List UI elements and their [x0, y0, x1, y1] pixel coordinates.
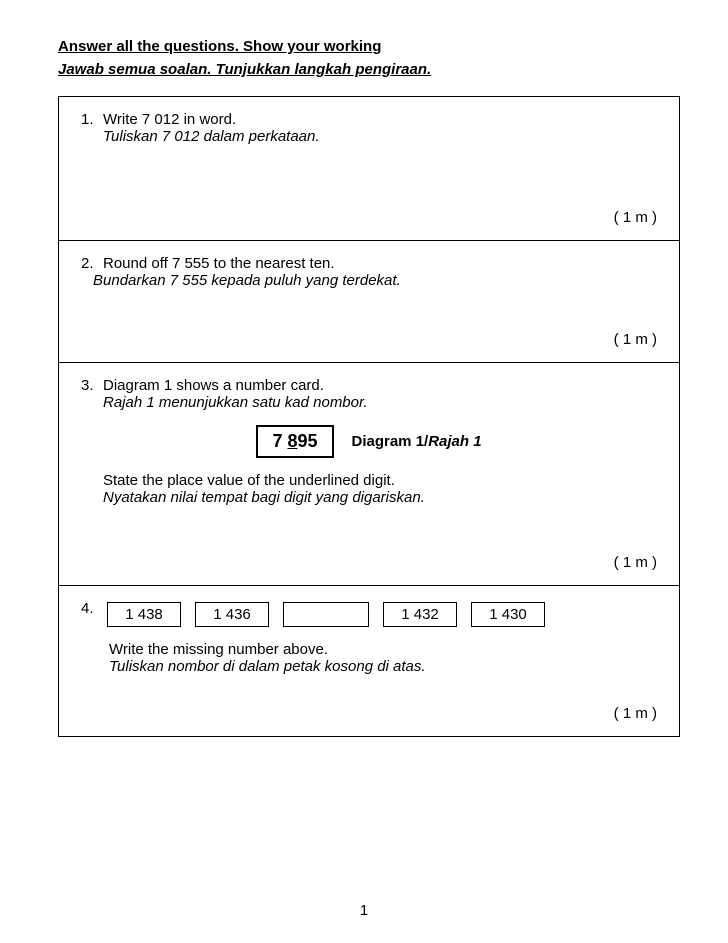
page-number: 1 [0, 902, 728, 919]
question-number: 4. [81, 600, 103, 675]
question-2: 2. Round off 7 555 to the nearest ten. B… [59, 241, 679, 363]
sequence-box-empty [283, 602, 369, 627]
question-text-en: Diagram 1 shows a number card. [103, 377, 657, 394]
marks-label: ( 1 m ) [81, 209, 657, 226]
sequence-row: 1 438 1 436 1 432 1 430 [107, 602, 657, 627]
sequence-box: 1 430 [471, 602, 545, 627]
worksheet-page: Answer all the questions. Show your work… [0, 0, 728, 943]
question-1: 1. Write 7 012 in word. Tuliskan 7 012 d… [59, 97, 679, 241]
sequence-box: 1 432 [383, 602, 457, 627]
sequence-box: 1 436 [195, 602, 269, 627]
question-text-en: Write the missing number above. [109, 641, 657, 658]
question-number: 1. [81, 111, 103, 145]
instructions-en: Answer all the questions. Show your work… [58, 38, 680, 55]
question-text-en-2: State the place value of the underlined … [103, 472, 657, 489]
instructions-block: Answer all the questions. Show your work… [58, 38, 680, 78]
question-text-en: Write 7 012 in word. [103, 111, 657, 128]
question-text-bm: Rajah 1 menunjukkan satu kad nombor. [103, 394, 657, 411]
question-text-bm: Bundarkan 7 555 kepada puluh yang terdek… [93, 272, 657, 289]
question-text-bm: Tuliskan nombor di dalam petak kosong di… [109, 658, 657, 675]
number-card: 7 895 [256, 425, 333, 458]
question-table: 1. Write 7 012 in word. Tuliskan 7 012 d… [58, 96, 680, 737]
marks-label: ( 1 m ) [81, 554, 657, 571]
instructions-bm: Jawab semua soalan. Tunjukkan langkah pe… [58, 61, 680, 78]
marks-label: ( 1 m ) [81, 331, 657, 348]
sequence-box: 1 438 [107, 602, 181, 627]
question-4: 4. 1 438 1 436 1 432 1 430 Write the mis… [59, 586, 679, 737]
question-text-bm: Tuliskan 7 012 dalam perkataan. [103, 128, 657, 145]
question-text-en: Round off 7 555 to the nearest ten. [103, 255, 657, 272]
diagram-label: Diagram 1/Rajah 1 [352, 433, 482, 450]
question-3: 3. Diagram 1 shows a number card. Rajah … [59, 363, 679, 586]
question-number: 3. [81, 377, 103, 411]
question-text-bm-2: Nyatakan nilai tempat bagi digit yang di… [103, 489, 657, 506]
marks-label: ( 1 m ) [81, 705, 657, 722]
diagram-row: 7 895 Diagram 1/Rajah 1 [81, 425, 657, 458]
